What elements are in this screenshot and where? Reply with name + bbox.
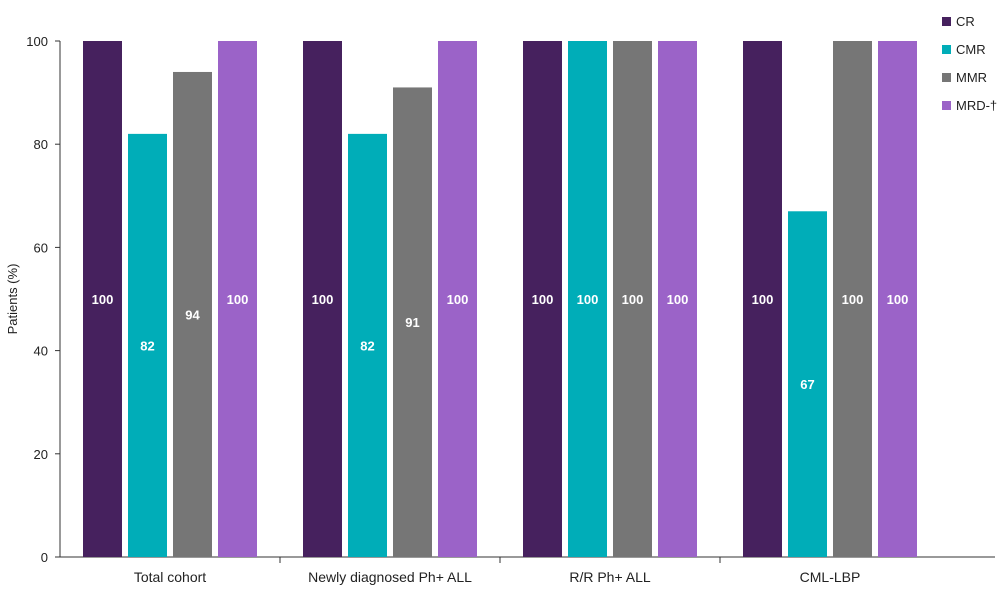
- bar-value-label: 100: [577, 292, 599, 307]
- legend-label: MRD-†: [956, 98, 997, 113]
- x-axis: Total cohort Newly diagnosed Ph+ ALL R/R P…: [60, 556, 995, 585]
- bar-value-label: 100: [622, 292, 644, 307]
- bar-value-label: 67: [800, 377, 814, 392]
- bar-cr: [303, 41, 342, 557]
- bar-cmr: [128, 133, 167, 557]
- bar-mrd: [878, 41, 917, 557]
- legend-label: CMR: [956, 42, 986, 57]
- bar-value-label: 82: [360, 338, 374, 353]
- x-category-label: Newly diagnosed Ph+ ALL: [308, 569, 472, 585]
- bar-value-label: 100: [752, 292, 774, 307]
- bar-value-label: 100: [227, 292, 249, 307]
- legend: CR CMR MMR MRD-†: [942, 14, 997, 113]
- y-axis: 0 20 40 60 80 100: [26, 34, 61, 565]
- y-tick-label: 60: [34, 240, 48, 255]
- y-axis-title: Patients (%): [5, 264, 20, 335]
- bar-value-label: 82: [140, 338, 154, 353]
- x-category-label: R/R Ph+ ALL: [569, 569, 651, 585]
- bar-cmr: [348, 133, 387, 557]
- bar-cmr: [788, 211, 827, 557]
- x-category-label: Total cohort: [134, 569, 206, 585]
- bar-mmr: [173, 71, 212, 558]
- bar-mmr: [613, 41, 652, 557]
- legend-swatch: [942, 101, 951, 110]
- y-tick-label: 80: [34, 137, 48, 152]
- bar-value-label: 100: [667, 292, 689, 307]
- y-tick-label: 0: [41, 550, 48, 565]
- legend-swatch: [942, 17, 951, 26]
- bar-value-label: 100: [447, 292, 469, 307]
- bar-mrd: [218, 41, 257, 557]
- bar-value-label: 100: [92, 292, 114, 307]
- bar-cr: [743, 41, 782, 557]
- y-tick-label: 100: [26, 34, 48, 49]
- bar-value-label: 91: [405, 315, 419, 330]
- bar-value-label: 100: [887, 292, 909, 307]
- legend-swatch: [942, 73, 951, 82]
- legend-label: CR: [956, 14, 975, 29]
- bar-mrd: [438, 41, 477, 557]
- legend-label: MMR: [956, 70, 987, 85]
- bar-value-label: 94: [185, 307, 200, 322]
- bar-value-label: 100: [532, 292, 554, 307]
- bar-mmr: [393, 87, 432, 557]
- bar-cr: [523, 41, 562, 557]
- bar-cr: [83, 41, 122, 557]
- bar-mmr: [833, 41, 872, 557]
- x-category-label: CML-LBP: [800, 569, 861, 585]
- bar-cmr: [568, 41, 607, 557]
- legend-swatch: [942, 45, 951, 54]
- y-tick-label: 40: [34, 344, 48, 359]
- y-tick-label: 20: [34, 447, 48, 462]
- bar-value-label: 100: [842, 292, 864, 307]
- bar-value-label: 100: [312, 292, 334, 307]
- bars-group: 100 82 94 100 100 82 91 100 100 100 100 100 100 67 100…: [83, 41, 917, 558]
- bar-mrd: [658, 41, 697, 557]
